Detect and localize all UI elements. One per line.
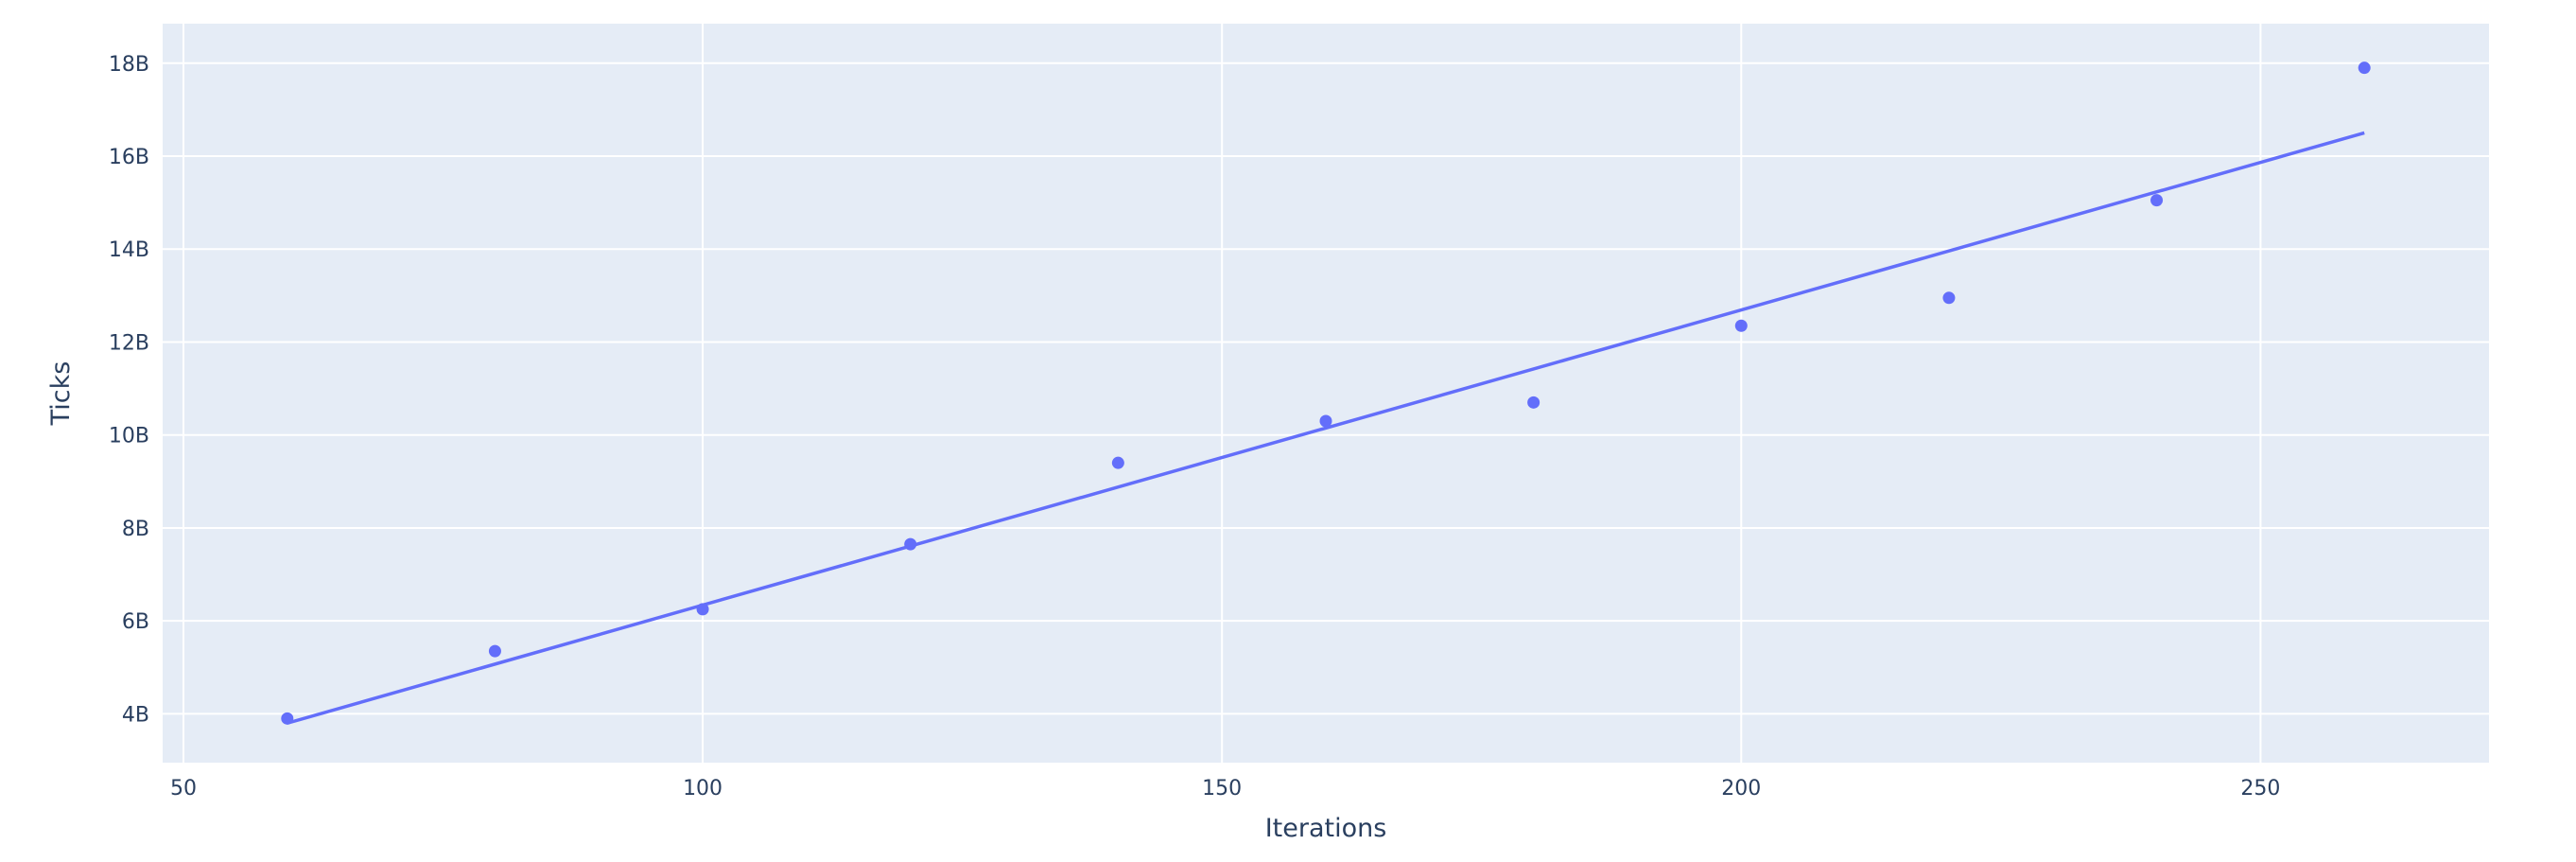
data-point — [488, 644, 501, 658]
data-point — [1734, 319, 1748, 332]
x-tick-label: 50 — [170, 777, 197, 800]
y-tick-label: 18B — [109, 53, 149, 77]
data-point — [1942, 291, 1956, 305]
y-tick-label: 16B — [109, 146, 149, 169]
data-point — [2358, 62, 2371, 75]
plot-area — [163, 24, 2489, 763]
data-point — [1111, 456, 1124, 469]
data-point — [281, 712, 294, 725]
grid-lines — [163, 24, 2489, 763]
x-tick-label: 200 — [1721, 777, 1761, 800]
y-tick-label: 4B — [122, 703, 149, 727]
y-axis-title: Ticks — [46, 361, 76, 427]
data-point — [904, 537, 917, 551]
data-point — [1319, 414, 1332, 428]
x-tick-label: 250 — [2240, 777, 2280, 800]
x-tick-label: 150 — [1202, 777, 1242, 800]
y-tick-label: 6B — [122, 610, 149, 634]
data-point — [1527, 396, 1540, 409]
x-tick-label: 100 — [683, 777, 722, 800]
y-tick-label: 10B — [109, 425, 149, 449]
y-tick-label: 8B — [122, 518, 149, 541]
x-axis-ticks: 50 100 150 200 250 — [170, 777, 2280, 800]
data-points — [281, 62, 2371, 725]
y-axis-ticks: 4B 6B 8B 10B 12B 14B 16B 18B — [109, 53, 149, 728]
trendline-layer — [287, 131, 2365, 725]
data-point — [696, 603, 709, 616]
x-axis-title: Iterations — [1265, 814, 1387, 843]
y-tick-label: 12B — [109, 331, 149, 355]
trendline — [287, 131, 2365, 725]
data-point — [2150, 194, 2164, 207]
y-tick-label: 14B — [109, 238, 149, 262]
